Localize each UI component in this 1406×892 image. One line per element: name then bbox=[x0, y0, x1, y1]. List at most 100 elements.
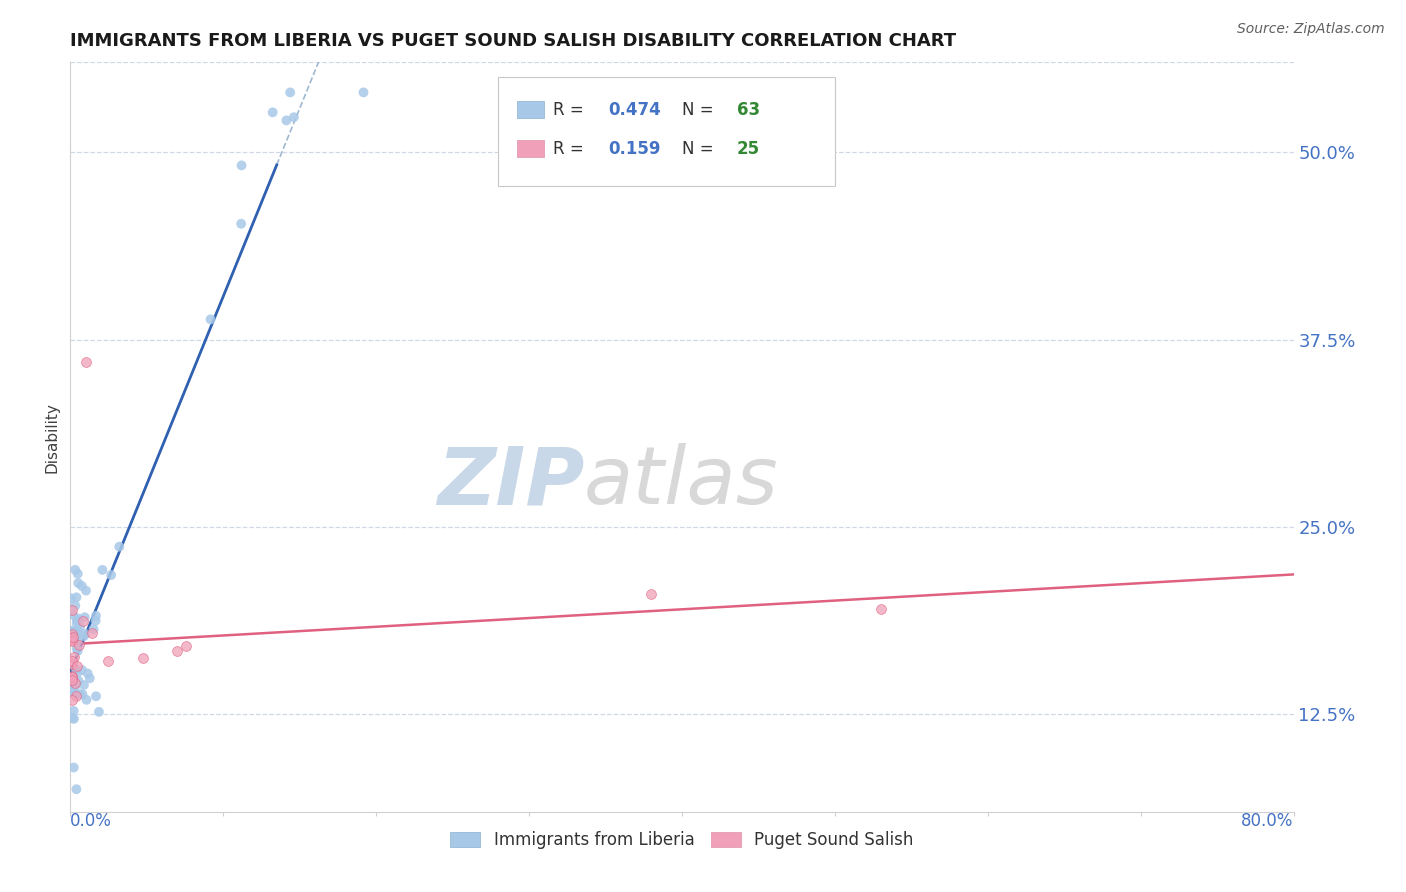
Y-axis label: Disability: Disability bbox=[44, 401, 59, 473]
Point bbox=[869, 602, 891, 616]
Point bbox=[67, 638, 90, 652]
Point bbox=[76, 666, 98, 681]
Text: ZIP: ZIP bbox=[437, 443, 583, 521]
Point bbox=[83, 622, 105, 636]
Point bbox=[60, 692, 83, 706]
Point bbox=[62, 649, 84, 664]
Point bbox=[65, 624, 87, 639]
Point bbox=[67, 673, 90, 688]
Point bbox=[65, 690, 87, 704]
Point bbox=[60, 591, 83, 606]
Point bbox=[174, 639, 197, 653]
Point bbox=[67, 612, 90, 626]
Point bbox=[66, 616, 89, 631]
Point bbox=[70, 663, 93, 677]
Text: 0.159: 0.159 bbox=[609, 140, 661, 158]
Point bbox=[65, 687, 87, 701]
Point bbox=[62, 624, 84, 639]
Point bbox=[75, 583, 97, 598]
Point bbox=[73, 629, 96, 643]
Point bbox=[75, 627, 97, 641]
Point bbox=[283, 110, 305, 124]
Point bbox=[62, 704, 84, 718]
Point bbox=[91, 563, 114, 577]
Point bbox=[60, 603, 83, 617]
Point bbox=[63, 712, 86, 726]
Point bbox=[60, 683, 83, 698]
Point bbox=[66, 613, 89, 627]
Point bbox=[231, 158, 253, 172]
Text: 80.0%: 80.0% bbox=[1241, 812, 1294, 830]
Text: N =: N = bbox=[682, 140, 718, 158]
Point bbox=[60, 654, 83, 668]
FancyBboxPatch shape bbox=[517, 102, 544, 118]
Point bbox=[72, 614, 94, 628]
Point bbox=[73, 678, 96, 692]
Text: N =: N = bbox=[682, 101, 718, 119]
Point bbox=[62, 760, 84, 774]
Point bbox=[65, 782, 87, 797]
Point bbox=[84, 608, 107, 623]
Point bbox=[65, 599, 87, 613]
Point bbox=[66, 566, 89, 581]
Point bbox=[70, 579, 93, 593]
FancyBboxPatch shape bbox=[517, 140, 544, 157]
Point bbox=[84, 614, 107, 628]
Point bbox=[66, 641, 89, 656]
Point bbox=[65, 632, 87, 646]
Point bbox=[65, 629, 87, 643]
Point bbox=[166, 644, 188, 658]
Point bbox=[60, 669, 83, 683]
Point bbox=[60, 657, 83, 671]
Point bbox=[60, 632, 83, 647]
FancyBboxPatch shape bbox=[499, 78, 835, 186]
Text: IMMIGRANTS FROM LIBERIA VS PUGET SOUND SALISH DISABILITY CORRELATION CHART: IMMIGRANTS FROM LIBERIA VS PUGET SOUND S… bbox=[70, 32, 956, 50]
Point bbox=[63, 626, 86, 640]
Point bbox=[67, 687, 90, 701]
Point bbox=[132, 651, 155, 665]
Point bbox=[79, 671, 101, 685]
Point bbox=[60, 626, 83, 640]
Point bbox=[108, 540, 131, 554]
Text: R =: R = bbox=[554, 101, 589, 119]
Point bbox=[72, 687, 94, 701]
Point bbox=[276, 113, 298, 128]
Point bbox=[262, 105, 284, 120]
Text: 0.0%: 0.0% bbox=[70, 812, 112, 830]
Point bbox=[66, 659, 89, 673]
Point bbox=[63, 563, 86, 577]
Text: 0.474: 0.474 bbox=[609, 101, 661, 119]
Text: 25: 25 bbox=[737, 140, 761, 158]
Point bbox=[80, 626, 103, 640]
Point bbox=[63, 676, 86, 690]
Point bbox=[97, 654, 120, 668]
Legend: Immigrants from Liberia, Puget Sound Salish: Immigrants from Liberia, Puget Sound Sal… bbox=[443, 824, 921, 855]
Point bbox=[76, 692, 98, 706]
Point bbox=[640, 587, 662, 601]
Point bbox=[67, 576, 90, 591]
Point bbox=[63, 680, 86, 694]
Point bbox=[60, 672, 83, 686]
Point bbox=[60, 673, 83, 688]
Point bbox=[66, 666, 89, 681]
Point bbox=[84, 690, 107, 704]
Point bbox=[62, 711, 84, 725]
Point bbox=[75, 355, 97, 369]
Point bbox=[66, 624, 89, 638]
Point bbox=[65, 662, 87, 676]
Point bbox=[69, 619, 91, 633]
Text: 63: 63 bbox=[737, 101, 761, 119]
Point bbox=[200, 312, 222, 326]
Point bbox=[60, 630, 83, 644]
Point bbox=[62, 680, 84, 694]
Point bbox=[60, 624, 83, 638]
Point bbox=[73, 610, 96, 624]
Point bbox=[353, 86, 375, 100]
Point bbox=[62, 630, 84, 644]
Point bbox=[60, 634, 83, 648]
Point bbox=[65, 591, 87, 605]
Point bbox=[100, 568, 122, 582]
Point bbox=[66, 644, 89, 658]
Text: atlas: atlas bbox=[583, 443, 779, 521]
Point bbox=[62, 670, 84, 684]
